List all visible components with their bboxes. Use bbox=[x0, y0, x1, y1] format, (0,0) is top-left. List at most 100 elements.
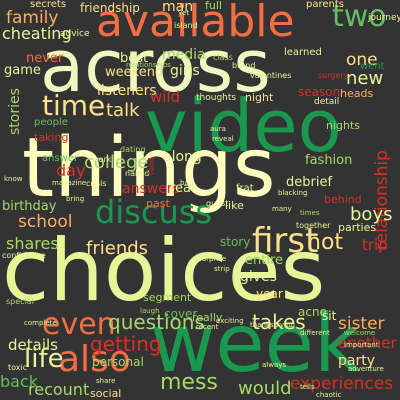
word-answers: answers bbox=[122, 181, 180, 197]
word-one: one bbox=[346, 50, 378, 70]
word-island: island bbox=[174, 21, 198, 30]
word-school: school bbox=[18, 212, 73, 232]
word-journey: journey bbox=[368, 13, 400, 23]
word-recent: recent bbox=[196, 323, 219, 331]
word-cheating: cheating bbox=[2, 24, 72, 43]
word-crisis: crisis bbox=[86, 179, 107, 188]
word-new: new bbox=[346, 68, 384, 89]
word-frat: frat bbox=[236, 183, 254, 194]
word-special: special bbox=[6, 297, 34, 306]
word-another: another bbox=[338, 334, 397, 352]
word-personal: personal bbox=[92, 355, 144, 369]
word-party: party bbox=[338, 353, 375, 369]
word-magazine: magazine bbox=[52, 179, 87, 187]
word-game: game bbox=[4, 63, 41, 78]
word-guest: guest bbox=[206, 199, 229, 208]
word-two: two bbox=[332, 0, 387, 34]
word-yet: yet bbox=[178, 9, 190, 17]
word-choices: choices bbox=[2, 221, 326, 321]
word-details: details bbox=[8, 336, 58, 354]
word-man: man bbox=[162, 0, 194, 15]
word-stories: stories bbox=[7, 88, 23, 135]
word-important: important bbox=[344, 341, 379, 349]
word-college: college bbox=[84, 152, 149, 173]
word-video: video bbox=[145, 84, 342, 168]
word-really: really bbox=[192, 311, 223, 324]
word-takes: takes bbox=[252, 310, 306, 334]
word-sit: sit bbox=[322, 309, 337, 323]
word-nights: nights bbox=[326, 119, 361, 132]
word-wild: wild bbox=[150, 88, 181, 106]
word-questions: questions bbox=[108, 310, 205, 334]
word-shares: shares bbox=[6, 234, 59, 253]
word-trip: trip bbox=[362, 236, 388, 254]
word-secrets: secrets bbox=[30, 0, 67, 10]
word-sister: sister bbox=[338, 314, 385, 334]
word-detail: detail bbox=[314, 97, 340, 107]
word-brand: brand bbox=[232, 61, 256, 70]
word-people: people bbox=[34, 117, 68, 128]
word-past: past bbox=[146, 197, 170, 210]
word-full: full bbox=[205, 0, 222, 12]
word-surgery: surgery bbox=[318, 71, 349, 80]
word-tells: tells bbox=[300, 383, 315, 391]
word-bad: bad bbox=[180, 179, 194, 187]
word-different: different bbox=[300, 329, 330, 337]
word-entire: entire bbox=[245, 253, 284, 268]
word-strip: strip bbox=[214, 265, 230, 273]
word-debrief: debrief bbox=[286, 175, 333, 190]
word-girls: girls bbox=[170, 63, 200, 79]
word-best: best bbox=[120, 51, 149, 66]
word-talk: talk bbox=[106, 100, 140, 121]
word-acne: acne bbox=[298, 305, 327, 319]
word-fashion: fashion bbox=[305, 153, 353, 168]
word-real: real bbox=[170, 181, 195, 196]
word-back: back bbox=[0, 372, 39, 391]
word-reveal: reveal bbox=[212, 135, 234, 143]
word-bring: bring bbox=[66, 195, 85, 203]
word-along: along bbox=[163, 149, 202, 165]
word-time: time bbox=[42, 89, 106, 122]
word-experiences: experiences bbox=[290, 374, 394, 394]
word-always: always bbox=[262, 361, 287, 369]
word-friendship: friendship bbox=[80, 1, 140, 15]
word-season: season bbox=[298, 85, 341, 99]
word-parties: parties bbox=[338, 221, 377, 234]
word-day: day bbox=[56, 161, 86, 180]
word-week: week bbox=[150, 297, 361, 390]
word-would: would bbox=[238, 378, 292, 399]
word-segment: segment bbox=[143, 291, 192, 304]
word-surprise: surprise bbox=[198, 255, 227, 263]
word-thoughts: thoughts bbox=[196, 93, 237, 103]
word-exciting: exciting bbox=[216, 317, 244, 325]
word-weekend: weekend bbox=[105, 65, 164, 80]
word-valentines: valentines bbox=[250, 71, 292, 80]
word-times: times bbox=[300, 209, 320, 217]
word-work: work bbox=[92, 155, 112, 164]
word-boys: boys bbox=[350, 204, 393, 225]
word-together: together bbox=[296, 221, 331, 230]
word-life: life bbox=[24, 344, 64, 374]
word-birthday: birthday bbox=[2, 199, 57, 214]
word-confidence: confidence bbox=[2, 251, 46, 260]
word-social: social bbox=[90, 387, 122, 400]
word-toxic: toxic bbox=[8, 363, 28, 372]
word-recount: recount bbox=[28, 380, 90, 399]
word-chaotic: chaotic bbox=[316, 391, 342, 399]
word-never: never bbox=[26, 51, 64, 66]
word-laugh: laugh bbox=[140, 307, 160, 315]
word-blacking: blacking bbox=[278, 189, 308, 197]
word-aura: aura bbox=[210, 125, 226, 133]
word-know: know bbox=[4, 175, 23, 183]
word-relationship: relationship bbox=[372, 150, 392, 250]
word-complete: complete bbox=[24, 319, 57, 327]
word-answer: answer bbox=[42, 153, 79, 164]
word-like: like bbox=[225, 199, 244, 212]
word-friends: friends bbox=[86, 238, 149, 259]
word-cover: cover bbox=[164, 307, 198, 321]
word-many: many bbox=[272, 205, 292, 213]
word-class: class bbox=[213, 53, 233, 62]
word-relationships: relationships bbox=[126, 61, 171, 69]
word-things: things bbox=[22, 121, 276, 216]
